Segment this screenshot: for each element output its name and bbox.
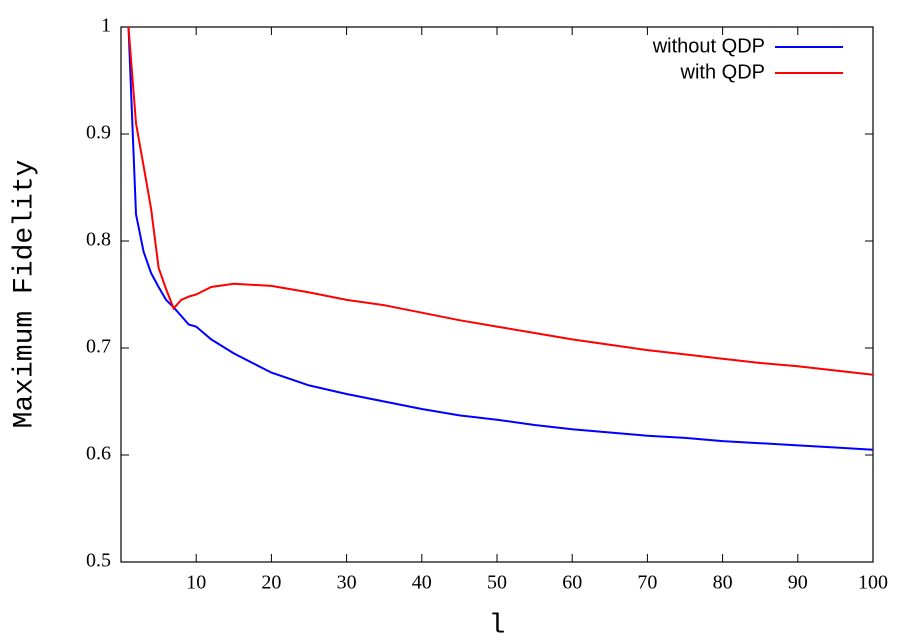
y-tick-label: 0.8 <box>86 229 111 251</box>
series-line <box>127 26 874 376</box>
x-tick-label: 80 <box>713 572 733 594</box>
x-tick-label: 50 <box>487 572 507 594</box>
y-tick-label: 0.7 <box>86 336 111 358</box>
series-line <box>127 26 874 451</box>
x-tick-label: 30 <box>337 572 357 594</box>
x-tick-label: 100 <box>858 572 888 594</box>
plot-frame <box>120 26 874 563</box>
x-tick-label: 10 <box>186 572 206 594</box>
y-axis-label: Maximum Fidelity <box>9 160 40 429</box>
legend-label: with QDP <box>680 61 765 83</box>
x-tick-label: 40 <box>412 572 432 594</box>
y-tick-label: 0.5 <box>86 550 111 572</box>
x-tick-label: 70 <box>637 572 657 594</box>
x-axis-label: l <box>489 610 506 640</box>
y-tick-label: 1 <box>101 15 111 37</box>
x-tick-label: 90 <box>788 572 808 594</box>
x-tick-label: 60 <box>562 572 582 594</box>
y-tick-label: 0.6 <box>86 443 111 465</box>
x-tick-label: 20 <box>261 572 281 594</box>
y-tick-label: 0.9 <box>86 122 111 144</box>
legend-label: without QDP <box>652 35 765 57</box>
